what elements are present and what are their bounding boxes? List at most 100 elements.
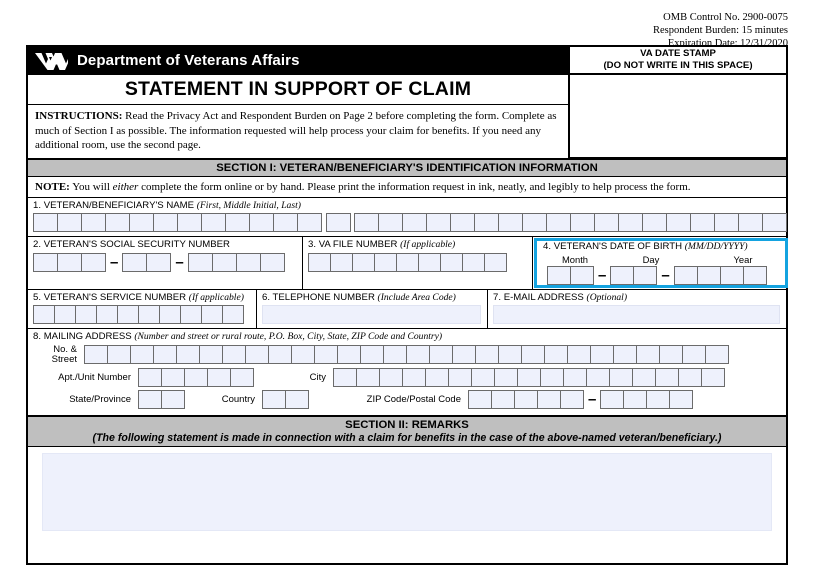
comb-cell[interactable] [161, 390, 185, 410]
comb-cell[interactable] [57, 213, 82, 233]
comb-cell[interactable] [207, 368, 231, 388]
comb-cell[interactable] [666, 213, 691, 233]
comb-cell[interactable] [633, 265, 658, 285]
comb-cell[interactable] [211, 252, 237, 272]
comb-cell[interactable] [406, 345, 430, 365]
comb-cell[interactable] [402, 213, 427, 233]
comb-cell[interactable] [537, 390, 561, 410]
name-input-combs[interactable] [28, 213, 787, 236]
comb-cell[interactable] [57, 252, 82, 272]
comb-cell[interactable] [498, 213, 523, 233]
comb-cell[interactable] [354, 213, 379, 233]
state-input[interactable] [138, 390, 185, 410]
comb-cell[interactable] [682, 345, 706, 365]
first-name-input[interactable] [33, 213, 322, 233]
comb-cell[interactable] [337, 345, 361, 365]
comb-cell[interactable] [742, 265, 767, 285]
comb-cell[interactable] [418, 252, 441, 272]
comb-cell[interactable] [426, 213, 451, 233]
comb-cell[interactable] [146, 252, 172, 272]
comb-cell[interactable] [623, 390, 648, 410]
comb-cell[interactable] [655, 368, 679, 388]
comb-cell[interactable] [356, 368, 380, 388]
comb-cell[interactable] [138, 305, 160, 325]
comb-cell[interactable] [514, 390, 538, 410]
comb-cell[interactable] [222, 305, 244, 325]
service-number-input[interactable] [28, 305, 256, 328]
comb-cell[interactable] [590, 345, 614, 365]
comb-cell[interactable] [333, 368, 357, 388]
comb-cell[interactable] [705, 345, 729, 365]
comb-cell[interactable] [222, 345, 246, 365]
last-name-input[interactable] [354, 213, 787, 233]
comb-cell[interactable] [673, 265, 698, 285]
comb-cell[interactable] [425, 368, 449, 388]
comb-cell[interactable] [33, 213, 58, 233]
comb-cell[interactable] [201, 213, 226, 233]
comb-cell[interactable] [762, 213, 787, 233]
comb-cell[interactable] [452, 345, 476, 365]
comb-cell[interactable] [560, 390, 584, 410]
comb-cell[interactable] [314, 345, 338, 365]
comb-cell[interactable] [586, 368, 610, 388]
comb-cell[interactable] [517, 368, 541, 388]
comb-cell[interactable] [268, 345, 292, 365]
comb-cell[interactable] [259, 252, 285, 272]
comb-cell[interactable] [225, 213, 250, 233]
comb-cell[interactable] [130, 345, 154, 365]
comb-cell[interactable] [448, 368, 472, 388]
comb-cell[interactable] [273, 213, 298, 233]
comb-cell[interactable] [402, 368, 426, 388]
comb-cell[interactable] [153, 213, 178, 233]
comb-cell[interactable] [262, 390, 286, 410]
city-input[interactable] [333, 368, 725, 388]
comb-cell[interactable] [129, 213, 154, 233]
comb-cell[interactable] [138, 390, 162, 410]
comb-cell[interactable] [180, 305, 202, 325]
comb-cell[interactable] [484, 252, 507, 272]
comb-cell[interactable] [81, 213, 106, 233]
comb-cell[interactable] [187, 252, 213, 272]
comb-cell[interactable] [285, 390, 309, 410]
comb-cell[interactable] [474, 213, 499, 233]
comb-cell[interactable] [230, 368, 254, 388]
comb-cell[interactable] [494, 368, 518, 388]
comb-cell[interactable] [117, 305, 139, 325]
comb-cell[interactable] [546, 213, 571, 233]
comb-cell[interactable] [610, 265, 635, 285]
comb-cell[interactable] [714, 213, 739, 233]
comb-cell[interactable] [176, 345, 200, 365]
comb-cell[interactable] [75, 305, 97, 325]
comb-cell[interactable] [396, 252, 419, 272]
comb-cell[interactable] [291, 345, 315, 365]
comb-cell[interactable] [81, 252, 106, 272]
comb-cell[interactable] [719, 265, 744, 285]
comb-cell[interactable] [159, 305, 181, 325]
comb-cell[interactable] [462, 252, 485, 272]
comb-cell[interactable] [544, 345, 568, 365]
zip-input[interactable]: – [468, 390, 694, 410]
comb-cell[interactable] [632, 368, 656, 388]
apt-input[interactable] [138, 368, 254, 388]
comb-cell[interactable] [600, 390, 625, 410]
comb-cell[interactable] [33, 305, 55, 325]
comb-cell[interactable] [84, 345, 108, 365]
comb-cell[interactable] [440, 252, 463, 272]
remarks-textarea[interactable] [42, 453, 772, 532]
comb-cell[interactable] [33, 252, 58, 272]
ssn-input[interactable]: – – [28, 252, 302, 276]
comb-cell[interactable] [642, 213, 667, 233]
comb-cell[interactable] [521, 345, 545, 365]
comb-cell[interactable] [383, 345, 407, 365]
comb-cell[interactable] [570, 213, 595, 233]
comb-cell[interactable] [105, 213, 130, 233]
comb-cell[interactable] [374, 252, 397, 272]
comb-cell[interactable] [122, 252, 148, 272]
middle-initial-input[interactable] [325, 213, 351, 233]
comb-cell[interactable] [177, 213, 202, 233]
comb-cell[interactable] [297, 213, 322, 233]
comb-cell[interactable] [678, 368, 702, 388]
comb-cell[interactable] [522, 213, 547, 233]
comb-cell[interactable] [199, 345, 223, 365]
comb-cell[interactable] [201, 305, 223, 325]
